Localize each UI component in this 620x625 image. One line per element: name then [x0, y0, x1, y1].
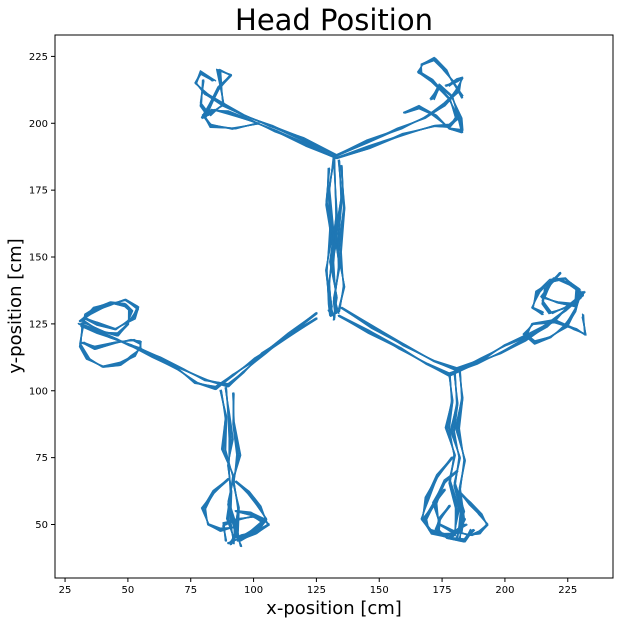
trajectory-segment — [326, 157, 336, 317]
trajectory-segment — [335, 57, 464, 159]
trajectory-segment — [200, 478, 233, 532]
x-tick-label: 25 — [59, 585, 72, 596]
trajectory-segment — [336, 76, 464, 156]
y-axis: 50 75 100 125 150 175 200 225 — [29, 52, 55, 531]
x-tick-label: 200 — [495, 585, 514, 596]
trajectory-segment — [201, 109, 337, 159]
trajectory-segment — [526, 293, 586, 343]
plot-frame — [54, 34, 614, 579]
trajectory-segment — [223, 515, 266, 544]
trajectory-segment — [232, 392, 242, 547]
y-tick-label: 200 — [29, 119, 48, 130]
trajectory-segment — [336, 59, 463, 160]
trajectory-segment — [80, 299, 138, 331]
trajectory-segment — [235, 510, 270, 541]
trajectory-segment — [203, 108, 338, 160]
x-tick-label: 175 — [433, 585, 452, 596]
trajectory-segment — [336, 77, 464, 157]
trajectory-segment — [531, 272, 581, 313]
trajectory-segment — [222, 516, 264, 545]
x-axis-label: x-position [cm] — [266, 598, 402, 619]
trajectory-segment — [338, 297, 581, 377]
trajectory-segment — [232, 393, 243, 548]
trajectory-segment — [199, 68, 233, 119]
trajectory-segment — [195, 70, 338, 156]
trajectory-segment — [336, 165, 346, 313]
y-tick-label: 175 — [29, 186, 48, 197]
trajectory-traces — [77, 56, 587, 548]
trajectory-segment — [80, 325, 142, 368]
trajectory-segment — [222, 515, 264, 544]
trajectory-segment — [78, 326, 142, 368]
y-tick-label: 225 — [29, 52, 48, 63]
y-axis-label: y-position [cm] — [5, 238, 26, 373]
trajectory-segment — [200, 69, 231, 119]
x-tick-label: 150 — [370, 585, 389, 596]
x-tick-label: 100 — [244, 585, 263, 596]
trajectory-segment — [453, 371, 466, 539]
trajectory-segment — [532, 272, 577, 316]
y-tick-label: 50 — [35, 520, 48, 531]
x-tick-label: 225 — [558, 585, 577, 596]
y-tick-label: 150 — [29, 253, 48, 264]
trajectory-segment — [202, 108, 337, 160]
trajectory-segment — [83, 312, 317, 388]
trajectory-segment — [335, 59, 464, 160]
x-tick-label: 125 — [307, 585, 326, 596]
trajectory-segment — [522, 294, 587, 345]
trajectory-segment — [444, 374, 457, 537]
x-tick-label: 75 — [184, 585, 197, 596]
y-tick-label: 125 — [29, 319, 48, 330]
trajectory-segment — [402, 84, 464, 131]
trajectory-segment — [234, 510, 269, 542]
trajectory-segment — [233, 481, 268, 540]
y-tick-label: 75 — [35, 453, 48, 464]
trajectory-segment — [434, 505, 472, 543]
trajectory-segment — [404, 86, 463, 134]
trajectory-segment — [425, 489, 465, 538]
chart-title: Head Position — [235, 3, 433, 37]
trajectory-segment — [80, 313, 318, 388]
trajectory-segment — [422, 489, 466, 538]
trajectory-segment — [84, 312, 317, 386]
x-axis: 25 50 75 100 125 150 175 200 225 — [59, 578, 577, 596]
trajectory-segment — [459, 492, 489, 536]
x-tick-label: 50 — [122, 585, 135, 596]
trajectory-segment — [195, 71, 338, 157]
trajectory-segment — [335, 58, 463, 159]
trajectory-segment — [80, 311, 318, 385]
trajectory-segment — [225, 387, 235, 546]
trajectory-segment — [454, 369, 466, 542]
trajectory-segment — [81, 312, 318, 387]
y-tick-label: 100 — [29, 386, 48, 397]
trajectory-segment — [194, 70, 337, 156]
trajectory-segment — [329, 155, 338, 321]
